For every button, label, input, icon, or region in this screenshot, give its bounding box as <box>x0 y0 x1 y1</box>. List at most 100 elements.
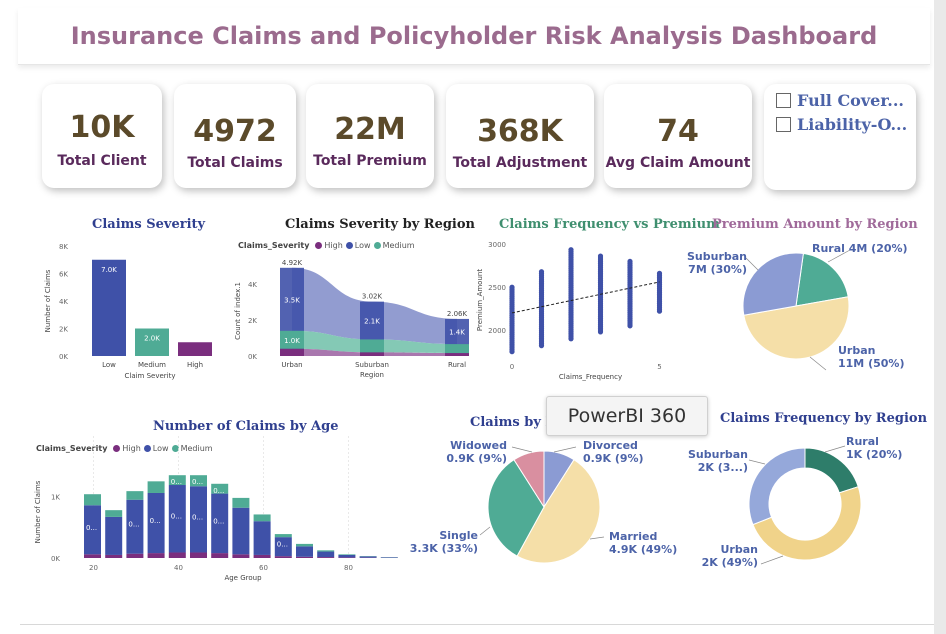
legend-item-medium[interactable]: Medium <box>382 241 415 250</box>
legend-claims-by-age: Claims_Severity High Low Medium <box>36 444 213 453</box>
bar-segment-medium <box>253 514 271 522</box>
y-tick-label: 2K <box>59 326 68 334</box>
x-axis-label: Region <box>360 371 384 379</box>
x-tick-label: 0 <box>510 363 514 371</box>
x-tick-label: 80 <box>344 564 353 572</box>
chart-claims-severity[interactable]: 0K 2K 4K 6K 8K Number of Claims 7.0K Low 2.0K Med… <box>40 236 230 386</box>
kpi-value: 74 <box>657 114 699 149</box>
bar-segment-high <box>168 552 186 558</box>
bar-value-label: 0... <box>171 513 182 521</box>
bar-segment-medium <box>317 550 335 552</box>
y-tick-label: 0K <box>59 353 68 361</box>
bar-segment-low <box>211 493 229 554</box>
kpi-label: Total Adjustment <box>452 155 588 171</box>
x-tick-label: Low <box>102 361 116 369</box>
legend-item-low[interactable]: Low <box>354 241 371 250</box>
legend-title: Claims_Severity <box>36 444 108 453</box>
bar-segment-low <box>190 486 207 553</box>
slice-label: 1K (20%) <box>846 448 902 461</box>
chart-severity-by-region[interactable]: 0K 2K 4K Count of index.1 4.92K 3.5K 1.0K Urban… <box>232 256 472 382</box>
scatter-point <box>656 270 663 276</box>
legend-item-medium[interactable]: Medium <box>180 444 213 453</box>
chart-claims-by-age[interactable]: 1K 0K Number of Claims 0... 0... 0... 0... 0...… <box>30 436 420 586</box>
legend-dot-low <box>143 445 151 452</box>
slicer-item-label: Full Cover... <box>797 90 904 110</box>
y-axis-label: Number of Claims <box>34 480 42 543</box>
slicer-item-liability-only[interactable]: Liability-O... <box>776 113 907 135</box>
leader-line <box>827 249 851 263</box>
slice-suburban <box>742 252 804 316</box>
region-column-high <box>360 352 384 356</box>
dashboard-title: Insurance Claims and Policyholder Risk A… <box>70 22 878 50</box>
y-axis-label: Number of Claims <box>44 269 52 332</box>
region-column-medium <box>360 339 384 353</box>
slicer-item-full-cover[interactable]: Full Cover... <box>776 89 904 111</box>
leader-line <box>511 446 533 453</box>
value-label-low: 1.4K <box>449 329 465 337</box>
chart-title-claims-by-marital: Claims by M <box>470 415 560 430</box>
bar-segment-medium <box>338 554 356 555</box>
kpi-value: 4972 <box>193 114 277 149</box>
kpi-card-avg-claim-amount[interactable]: 74 Avg Claim Amount <box>604 84 752 188</box>
slice-urban <box>752 486 862 561</box>
checkbox[interactable] <box>776 116 791 132</box>
slice-label: 4.9K (49%) <box>609 543 677 556</box>
kpi-card-total-claims[interactable]: 4972 Total Claims <box>174 84 296 188</box>
kpi-card-total-client[interactable]: 10K Total Client <box>42 84 162 188</box>
slice-label: 2K (3...) <box>698 461 748 474</box>
bar-segment-high <box>211 553 229 558</box>
bar-segment-low <box>126 499 144 554</box>
bar-value-label: 0... <box>277 541 288 549</box>
legend-severity-by-region: Claims_Severity High Low Medium <box>238 241 415 250</box>
bar-segment-low <box>296 546 313 557</box>
bar-segment-low <box>317 551 335 558</box>
leader-line <box>745 257 759 271</box>
legend-dot-medium <box>171 445 179 452</box>
kpi-label: Total Premium <box>313 153 427 169</box>
slice-rural <box>795 252 849 307</box>
bar-segment-high <box>105 554 123 558</box>
x-tick-label: Rural <box>448 361 466 369</box>
chart-frequency-vs-premium[interactable]: 2000 2500 3000 Premium_Amount 0 5 Claims_Frequ… <box>474 234 704 382</box>
leader-line <box>760 555 784 565</box>
kpi-card-total-premium[interactable]: 22M Total Premium <box>306 84 434 188</box>
slice-label: 0.9K (9%) <box>446 452 507 465</box>
leader-line <box>748 459 766 465</box>
kpi-card-total-adjustment[interactable]: 368K Total Adjustment <box>446 84 594 188</box>
bar-value-label: 7.0K <box>101 266 117 274</box>
bar-value-label: 0... <box>192 478 203 486</box>
bar-segment-low <box>274 537 292 557</box>
x-axis-label: Claims_Frequency <box>559 373 622 381</box>
chart-title-frequency-by-region: Claims Frequency by Region <box>720 411 928 426</box>
legend-dot-high <box>315 242 323 249</box>
y-tick-label: 2000 <box>488 327 506 335</box>
legend-item-high[interactable]: High <box>122 444 141 453</box>
chart-title-claims-severity: Claims Severity <box>92 217 206 232</box>
bar-value-label: 0... <box>86 524 97 532</box>
y-tick-label: 2K <box>248 317 257 325</box>
bar-segment-high <box>274 556 292 558</box>
bar-segment-medium <box>105 510 123 517</box>
x-axis-label: Age Group <box>224 574 262 582</box>
bar-segment-medium <box>126 491 144 500</box>
scatter-point <box>597 253 604 259</box>
bar-segment-high <box>84 554 101 558</box>
chart-title-premium-by-region: Premium Amount by Region <box>712 217 918 232</box>
kpi-value: 368K <box>477 114 563 149</box>
value-label-medium: 1.0K <box>284 337 300 345</box>
bar-segment-medium <box>296 543 313 547</box>
bar-segment-low <box>380 557 398 558</box>
bar-segment-high <box>232 554 250 558</box>
chart-title-severity-by-region: Claims Severity by Region <box>285 217 475 232</box>
bar-segment-low <box>359 556 377 558</box>
coverage-slicer: Full Cover... Liability-O... <box>764 84 916 190</box>
scrollbar-track[interactable] <box>934 0 946 634</box>
legend-item-low[interactable]: Low <box>152 444 169 453</box>
bar-segment-medium <box>211 483 229 494</box>
legend-item-high[interactable]: High <box>324 241 343 250</box>
slice-label: 3.3K (33%) <box>410 542 478 555</box>
checkbox[interactable] <box>776 92 791 108</box>
